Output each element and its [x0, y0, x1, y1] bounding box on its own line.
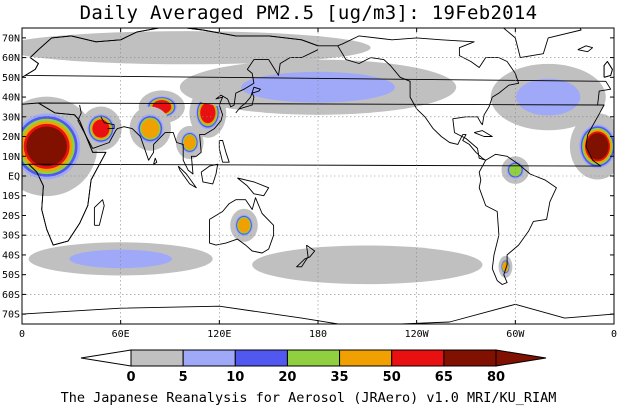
coast-asia-south — [77, 49, 319, 175]
field-arctic-belt — [22, 31, 371, 65]
coast-greenland — [502, 28, 582, 59]
longitude-axis: 0 60E 120E 180 120W 60W 0 — [19, 28, 617, 340]
coast-nz — [296, 244, 316, 268]
field-level-6 — [92, 119, 110, 138]
lon-tick-label: 0 — [611, 329, 617, 340]
colorbar-segment — [443, 349, 497, 367]
coast-sumatra — [177, 165, 197, 189]
lat-tick-label: 30N — [2, 112, 20, 123]
field-level-7 — [26, 126, 67, 167]
coast-europe-asia-wrap — [22, 28, 319, 78]
field-patagonia — [498, 255, 513, 278]
field-level-7 — [586, 133, 609, 160]
lat-tick-label: 20S — [2, 211, 20, 222]
field-level-2 — [69, 249, 172, 269]
field-level-5 — [183, 135, 196, 150]
colorbar-tick-label: 0 — [126, 370, 135, 385]
field-india — [129, 106, 171, 151]
colorbar-segment — [234, 349, 288, 367]
lat-tick-label: 50S — [2, 270, 20, 281]
colorbar-max-arrow — [495, 349, 547, 367]
latitude-axis: 70N 60N 50N 40N 30N 20N 10N EQ 10S 20S 30S 40S 50S 60… — [2, 33, 614, 321]
field-level-5 — [141, 119, 160, 139]
colorbar-tick-label: 50 — [383, 370, 401, 385]
colorbar-min-arrow — [80, 349, 132, 367]
field-level-2 — [241, 71, 395, 103]
field-level-1 — [252, 245, 483, 285]
lat-tick-label: 70S — [2, 310, 20, 321]
lon-tick-label: 180 — [309, 329, 327, 340]
field-level-1 — [22, 31, 371, 65]
gridlines — [22, 28, 614, 324]
lat-tick-label: 60N — [2, 53, 20, 64]
coast-india-sl — [153, 157, 158, 165]
field-level-4 — [509, 163, 522, 177]
field-north-pacific-band — [179, 59, 457, 115]
field-australia — [230, 208, 258, 242]
coast-cuba — [474, 130, 493, 137]
field-level-2 — [516, 78, 581, 116]
field-south-pacific-band — [252, 245, 483, 285]
field-se-asia — [175, 125, 204, 160]
colorbar-tick-label: 65 — [435, 370, 453, 385]
coast-arabia-gulf — [100, 116, 115, 130]
coast-iceland — [577, 45, 594, 53]
field-nw-africa-edge — [569, 113, 614, 180]
colorbar-tick-label: 5 — [179, 370, 188, 385]
lat-tick-label: 20N — [2, 132, 20, 143]
colorbar-tick-label: 35 — [331, 370, 349, 385]
colorbar: 0 5 10 20 35 50 65 80 — [80, 349, 547, 385]
field-south-indian-band — [28, 242, 213, 276]
lat-tick-label: 10S — [2, 191, 20, 202]
plot-title: Daily Averaged PM2.5 [ug/m3]: 19Feb2014 — [79, 2, 538, 24]
credit-line: The Japanese Reanalysis for Aerosol (JRA… — [60, 390, 557, 406]
lon-tick-label: 120W — [405, 329, 430, 340]
lat-tick-label: 40S — [2, 250, 20, 261]
colorbar-tick-label: 20 — [278, 370, 296, 385]
coast-png — [237, 177, 270, 197]
coast-madagascar — [93, 199, 105, 226]
lat-tick-label: 70N — [2, 33, 20, 44]
lon-tick-label: 60E — [112, 329, 130, 340]
coast-borneo — [200, 163, 219, 185]
colorbar-tick-label: 10 — [226, 370, 244, 385]
field-level-6 — [200, 102, 216, 124]
lat-tick-label: 50N — [2, 73, 20, 84]
coast-australia — [209, 197, 275, 254]
coastlines — [22, 28, 614, 324]
lon-tick-label: 120E — [207, 329, 231, 340]
field-level-5 — [238, 218, 250, 233]
field-arabian-peninsula — [80, 106, 122, 151]
lon-tick-label: 0 — [19, 329, 25, 340]
colorbar-segment — [391, 349, 445, 367]
coast-africa-wrap — [22, 102, 107, 246]
coast-uk-wrap — [603, 61, 613, 78]
lat-tick-label: 60S — [2, 290, 20, 301]
lat-tick-label: 30S — [2, 231, 20, 242]
colorbar-segment — [339, 349, 393, 367]
field-north-atlantic — [490, 63, 606, 131]
colorbar-segment — [130, 349, 184, 367]
coast-japan — [235, 86, 261, 114]
colorbar-segment — [182, 349, 236, 367]
lon-tick-label: 60W — [506, 329, 525, 340]
colorbar-tick-label: 80 — [487, 370, 505, 385]
coast-antarctica — [22, 303, 614, 324]
colorbar-segment — [286, 349, 341, 367]
lat-tick-label: 40N — [2, 93, 20, 104]
lat-tick-label: 10N — [2, 152, 20, 163]
coast-north-america — [318, 35, 520, 161]
lat-tick-label: EQ — [8, 172, 20, 183]
